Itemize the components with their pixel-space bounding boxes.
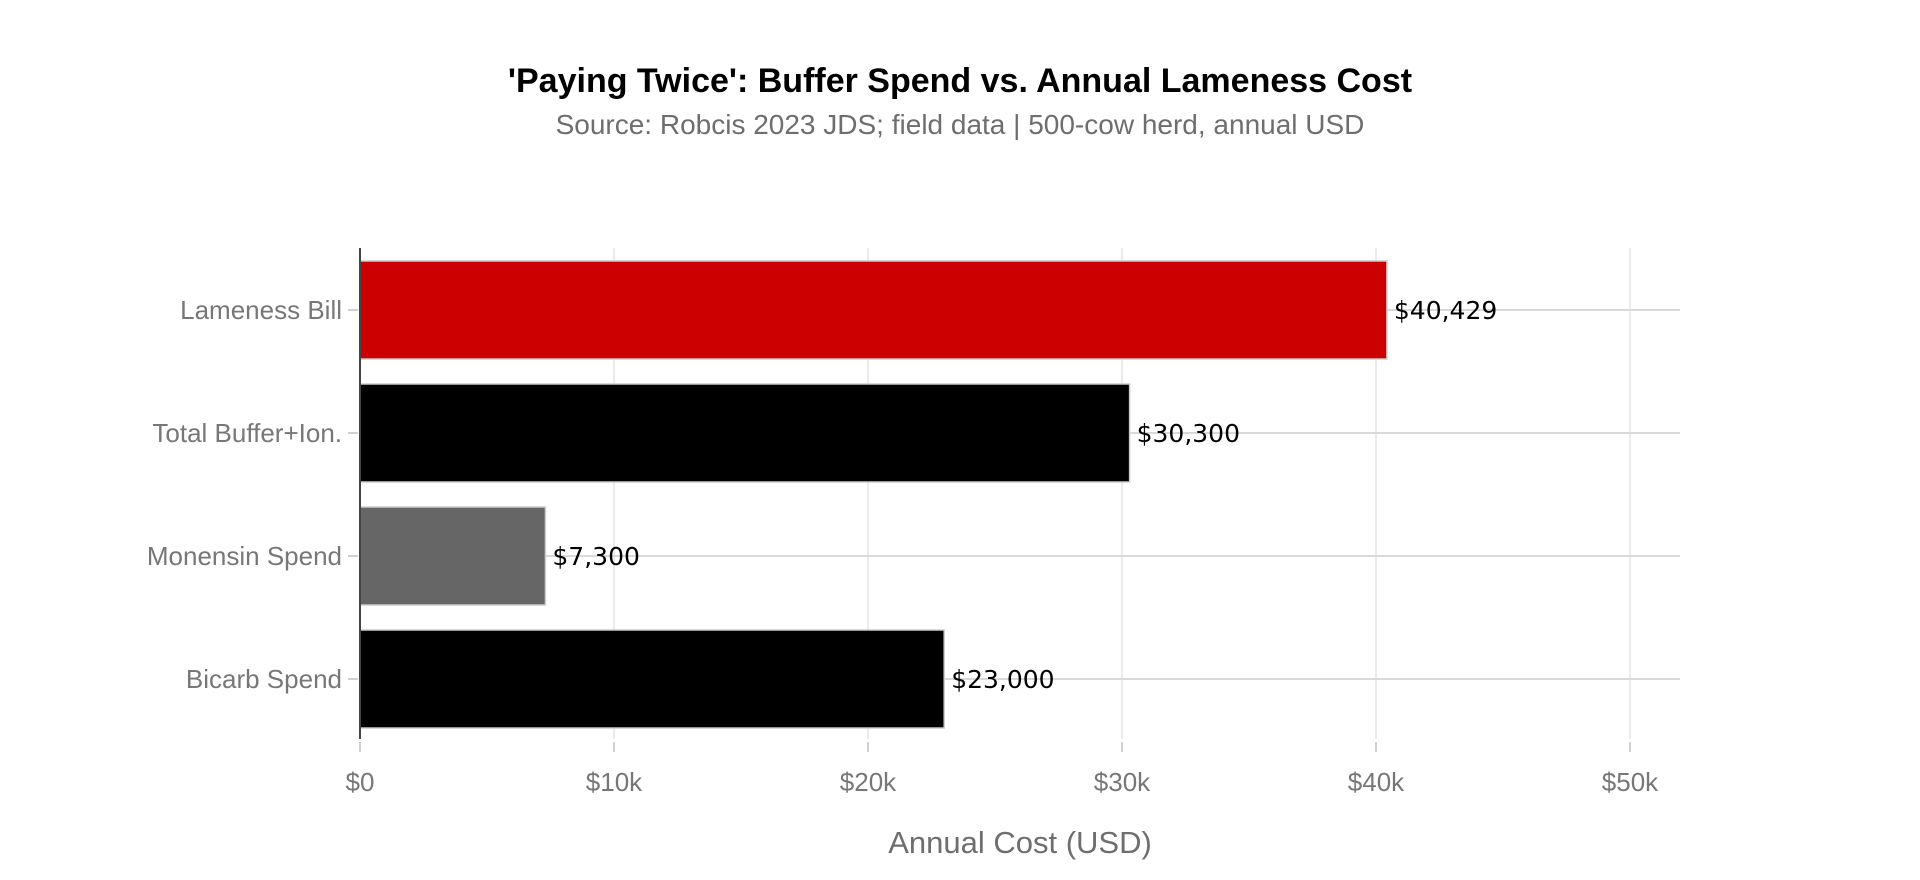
y-category-label: Monensin Spend bbox=[147, 541, 342, 571]
y-axis-ticks: Lameness Bill Total Buffer+Ion. Monensin S… bbox=[147, 295, 358, 694]
x-axis-title: Annual Cost (USD) bbox=[888, 825, 1152, 860]
x-axis-ticks: $0 $10k $20k $30k $40k $50k bbox=[346, 742, 1659, 797]
chart-title: 'Paying Twice': Buffer Spend vs. Annual … bbox=[508, 62, 1412, 100]
y-category-label: Bicarb Spend bbox=[186, 664, 342, 694]
x-tick-label: $50k bbox=[1602, 767, 1659, 797]
x-tick-label: $30k bbox=[1094, 767, 1151, 797]
bar-lameness-bill[interactable] bbox=[359, 260, 1388, 360]
x-tick-label: $20k bbox=[840, 767, 897, 797]
x-tick-label: $40k bbox=[1348, 767, 1405, 797]
bar-bicarb-spend[interactable] bbox=[359, 629, 945, 729]
bar-monensin-spend[interactable] bbox=[359, 506, 547, 606]
y-category-label: Total Buffer+Ion. bbox=[152, 418, 342, 448]
y-category-label: Lameness Bill bbox=[180, 295, 342, 325]
value-label: $30,300 bbox=[1137, 419, 1240, 448]
chart-subtitle: Source: Robcis 2023 JDS; field data | 50… bbox=[556, 109, 1365, 140]
bar-total-buffer-ion[interactable] bbox=[359, 383, 1131, 483]
value-label: $40,429 bbox=[1394, 296, 1497, 325]
value-labels: $40,429 $30,300 $7,300 $23,000 bbox=[552, 296, 1497, 694]
bars bbox=[359, 260, 1388, 729]
x-tick-label: $0 bbox=[346, 767, 375, 797]
horizontal-gridlines bbox=[360, 309, 1680, 680]
x-tick-label: $10k bbox=[586, 767, 643, 797]
value-label: $7,300 bbox=[552, 542, 639, 571]
value-label: $23,000 bbox=[951, 665, 1054, 694]
